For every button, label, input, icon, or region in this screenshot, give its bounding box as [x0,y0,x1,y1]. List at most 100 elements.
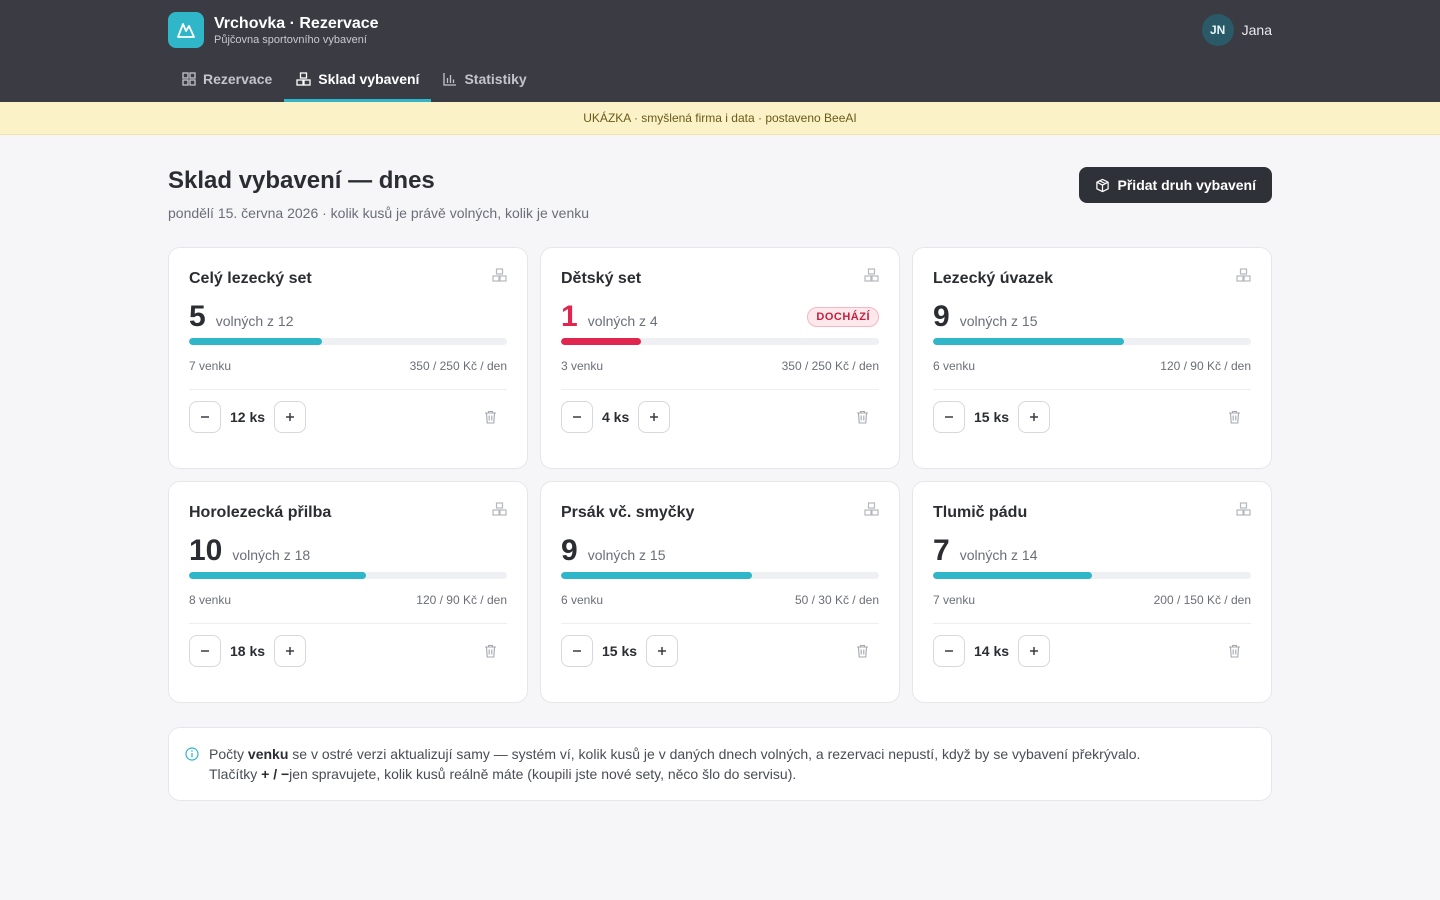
add-equipment-type-button[interactable]: Přidat druh vybavení [1078,167,1272,203]
equipment-card: Prsák vč. smyčky 9 volných z 15 6 venku … [540,481,900,703]
increase-button[interactable] [274,635,307,667]
decrease-button[interactable] [561,635,593,667]
page-header: Sklad vybavení — dnes pondělí 15. června… [168,135,1272,247]
delete-button[interactable] [484,410,497,424]
delete-button[interactable] [856,410,869,424]
available-of-total: volných z 18 [232,547,311,563]
equipment-card: Dětský set 1 volných z 4 DOCHÁZÍ 3 venku… [540,247,900,469]
divider [561,623,879,624]
out-count: 7 venku [189,359,232,373]
plus-icon [286,413,295,421]
note-text: Tlačítky [209,766,262,782]
decrease-button[interactable] [189,635,221,667]
boxes-icon [864,502,879,521]
tab-label: Sklad vybavení [318,70,420,87]
package-icon [1095,178,1109,192]
quantity-stepper: 18 ks [189,635,507,667]
availability-bar-fill [561,572,752,579]
decrease-button[interactable] [561,401,593,433]
decrease-button[interactable] [189,401,221,433]
available-of-total: volných z 15 [959,313,1038,329]
available-of-total: volných z 15 [587,547,666,563]
available-count: 10 [189,534,223,567]
delete-button[interactable] [484,644,497,658]
available-count: 5 [189,300,206,333]
quantity-value: 14 ks [974,643,1010,659]
main-tabs: Rezervace Sklad vybavení Statistiky [170,58,539,102]
availability-row: 1 volných z 4 DOCHÁZÍ [561,300,879,334]
available-of-total: volných z 12 [215,313,294,329]
divider [189,389,507,390]
quantity-stepper: 4 ks [561,401,879,433]
increase-button[interactable] [638,401,671,433]
decrease-button[interactable] [933,401,965,433]
quantity-value: 4 ks [602,409,630,425]
trash-icon [485,644,496,658]
plus-icon [286,647,295,655]
price: 200 / 150 Kč / den [1153,593,1251,607]
tab-label: Statistiky [464,70,527,87]
delete-button[interactable] [1228,410,1241,424]
delete-button[interactable] [856,644,869,658]
note-bold: venku [247,746,289,762]
user-menu[interactable]: JN Jana [1201,14,1272,46]
trash-icon [857,410,868,424]
tab-statistiky[interactable]: Statistiky [431,58,538,102]
increase-button[interactable] [1018,635,1051,667]
note-bold: + / − [261,766,290,782]
increase-button[interactable] [646,635,679,667]
bar-chart-icon [443,72,457,86]
out-count: 7 venku [933,593,976,607]
equipment-name: Celý lezecký set [189,270,312,287]
available-count: 7 [933,534,950,567]
availability-bar-fill [189,338,322,345]
minus-icon [201,416,209,418]
available-of-total: volných z 14 [959,547,1038,563]
availability-bar [189,338,507,345]
info-icon [185,746,199,766]
decrease-button[interactable] [933,635,965,667]
card-meta: 6 venku 50 / 30 Kč / den [561,593,879,607]
delete-button[interactable] [1228,644,1241,658]
equipment-card: Horolezecká přilba 10 volných z 18 8 ven… [168,481,528,703]
quantity-stepper: 15 ks [561,635,879,667]
tab-rezervace[interactable]: Rezervace [170,58,284,102]
boxes-icon [296,71,311,86]
tab-label: Rezervace [203,70,273,87]
available-of-total: volných z 4 [587,313,658,329]
quantity-value: 18 ks [230,643,266,659]
boxes-icon [1236,502,1251,521]
quantity-value: 12 ks [230,409,266,425]
trash-icon [485,410,496,424]
status-badge: DOCHÁZÍ [807,307,879,327]
equipment-grid: Celý lezecký set 5 volných z 12 7 venku … [168,247,1272,703]
main-content: Sklad vybavení — dnes pondělí 15. června… [168,135,1272,801]
equipment-name: Prsák vč. smyčky [561,504,695,521]
minus-icon [945,650,953,652]
available-count: 9 [561,534,578,567]
trash-icon [1229,644,1240,658]
availability-row: 10 volných z 18 [189,534,507,568]
note-line-1: Počty venku se v ostré verzi aktualizují… [209,744,1255,764]
grid-icon [182,71,196,86]
demo-banner: UKÁZKA · smyšlená firma i data · postave… [0,102,1440,135]
add-button-label: Přidat druh vybavení [1117,177,1256,193]
page-title: Sklad vybavení — dnes [168,167,435,194]
trash-icon [1229,410,1240,424]
app-title: Vrchovka · Rezervace [214,14,379,32]
availability-row: 5 volných z 12 [189,300,507,334]
minus-icon [573,416,581,418]
tab-sklad-vybaveni[interactable]: Sklad vybavení [284,58,432,102]
out-count: 8 venku [189,593,232,607]
increase-button[interactable] [274,401,307,433]
plus-icon [650,413,659,421]
app-subtitle: Půjčovna sportovního vybavení [214,33,367,46]
equipment-card: Lezecký úvazek 9 volných z 15 6 venku 12… [912,247,1272,469]
brand[interactable]: Vrchovka · Rezervace Půjčovna sportovníh… [168,12,379,48]
divider [933,389,1251,390]
quantity-value: 15 ks [974,409,1010,425]
availability-bar [933,338,1251,345]
quantity-stepper: 14 ks [933,635,1251,667]
increase-button[interactable] [1018,401,1051,433]
top-navigation-bar: Vrchovka · Rezervace Půjčovna sportovníh… [0,0,1440,102]
